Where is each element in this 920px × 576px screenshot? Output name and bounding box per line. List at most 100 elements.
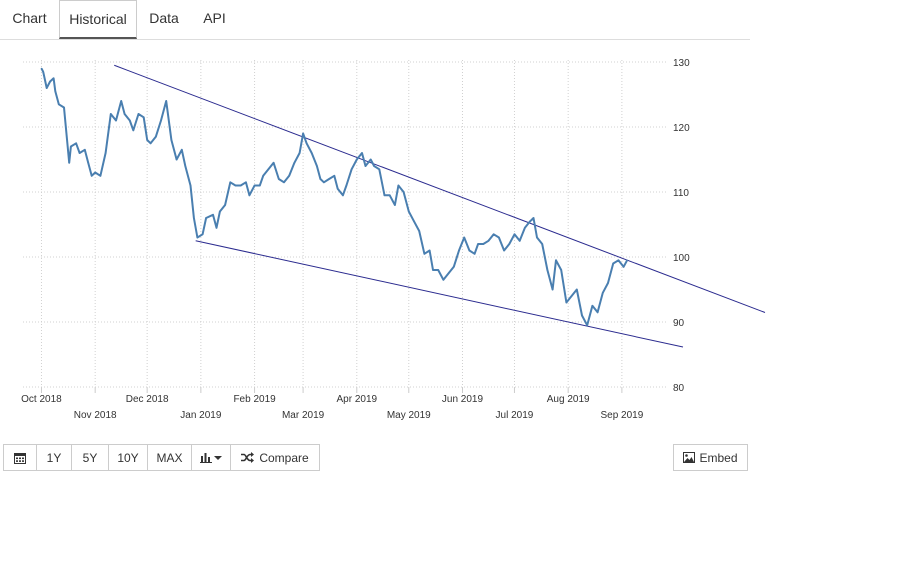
data-point: [468, 249, 471, 252]
bar-chart-icon: [200, 453, 212, 463]
data-point: [369, 158, 372, 161]
data-point: [333, 175, 336, 177]
data-point: [193, 217, 195, 219]
data-point: [253, 184, 256, 187]
data-point: [458, 249, 460, 252]
data-point: [383, 194, 386, 197]
data-point: [45, 87, 48, 89]
data-point: [473, 253, 476, 255]
data-point: [54, 90, 57, 93]
compare-label: Compare: [259, 450, 309, 465]
data-point: [110, 113, 112, 115]
data-point: [350, 168, 353, 171]
data-point: [560, 269, 562, 271]
data-point: [487, 240, 490, 242]
x-tick-label: Jul 2019: [496, 410, 534, 421]
data-point: [342, 194, 344, 197]
data-point: [378, 168, 381, 171]
data-point: [364, 165, 367, 167]
data-point: [463, 236, 466, 239]
y-tick-label: 130: [673, 58, 690, 69]
data-point: [302, 132, 304, 135]
data-point: [524, 227, 526, 229]
y-tick-label: 120: [673, 123, 690, 134]
x-tick-label: Nov 2018: [74, 410, 117, 421]
data-point: [184, 165, 187, 167]
series-layer: [40, 67, 628, 327]
data-point: [99, 175, 102, 177]
data-point: [123, 113, 126, 115]
data-point: [591, 305, 594, 307]
data-point: [408, 210, 410, 213]
data-point: [239, 184, 242, 187]
range-max-button[interactable]: MAX: [147, 444, 192, 471]
x-tick-label: Mar 2019: [282, 410, 325, 421]
data-point: [224, 204, 226, 206]
axes: 130 120 110 100 90 80 Oct 2018 Dec 2018 Feb 2019…: [21, 58, 690, 421]
compare-button[interactable]: Compare: [230, 444, 320, 471]
data-point: [447, 272, 450, 275]
x-tick-label: Feb 2019: [233, 394, 276, 405]
calendar-button[interactable]: [3, 444, 37, 471]
upper-trendline: [114, 64, 766, 313]
data-point: [397, 184, 400, 187]
data-point: [49, 80, 51, 83]
data-point: [259, 184, 261, 187]
tab-historical[interactable]: Historical: [59, 0, 137, 39]
chart-type-button[interactable]: [191, 444, 231, 471]
data-point: [413, 220, 415, 223]
data-point: [492, 233, 495, 236]
tab-data[interactable]: Data: [149, 10, 179, 26]
range-10y-button[interactable]: 10Y: [108, 444, 148, 471]
data-point: [293, 162, 296, 164]
data-point: [529, 220, 531, 223]
data-point: [581, 314, 583, 317]
tab-chart[interactable]: Chart: [12, 10, 47, 26]
data-point: [104, 152, 107, 154]
data-point: [68, 162, 70, 164]
data-point: [418, 230, 421, 232]
tab-api[interactable]: API: [203, 10, 226, 26]
x-tick-label: May 2019: [387, 410, 431, 421]
data-point: [361, 152, 363, 154]
data-point: [278, 178, 280, 180]
data-point: [63, 106, 65, 109]
data-point: [52, 77, 55, 80]
range-5y-button[interactable]: 5Y: [71, 444, 109, 471]
data-point: [129, 119, 131, 122]
data-point: [373, 165, 375, 167]
x-tick-label: Dec 2018: [126, 394, 169, 405]
data-point: [283, 181, 285, 184]
embed-button[interactable]: Embed: [673, 444, 748, 471]
data-point: [442, 279, 445, 281]
data-point: [394, 204, 396, 206]
data-point: [70, 145, 72, 148]
data-point: [336, 188, 339, 190]
data-point: [78, 152, 81, 154]
data-point: [212, 214, 214, 216]
data-point: [551, 288, 554, 291]
data-point: [160, 119, 162, 122]
data-point: [84, 149, 86, 151]
x-tick-label: Apr 2019: [336, 394, 377, 405]
range-1y-button[interactable]: 1Y: [36, 444, 72, 471]
data-point: [503, 249, 505, 252]
data-point: [428, 249, 431, 252]
data-point: [272, 162, 275, 164]
data-point: [482, 243, 485, 245]
data-point: [596, 311, 599, 314]
data-point: [40, 67, 43, 70]
embed-label: Embed: [699, 450, 738, 465]
data-point: [310, 152, 313, 154]
data-point: [423, 253, 426, 255]
data-point: [175, 158, 178, 161]
data-point: [87, 162, 89, 164]
data-point: [477, 243, 479, 245]
data-point: [305, 142, 308, 145]
data-point: [149, 142, 152, 145]
data-point: [518, 240, 521, 242]
data-point: [612, 262, 614, 265]
data-point: [215, 227, 218, 229]
data-point: [298, 152, 301, 154]
data-point: [155, 136, 157, 138]
